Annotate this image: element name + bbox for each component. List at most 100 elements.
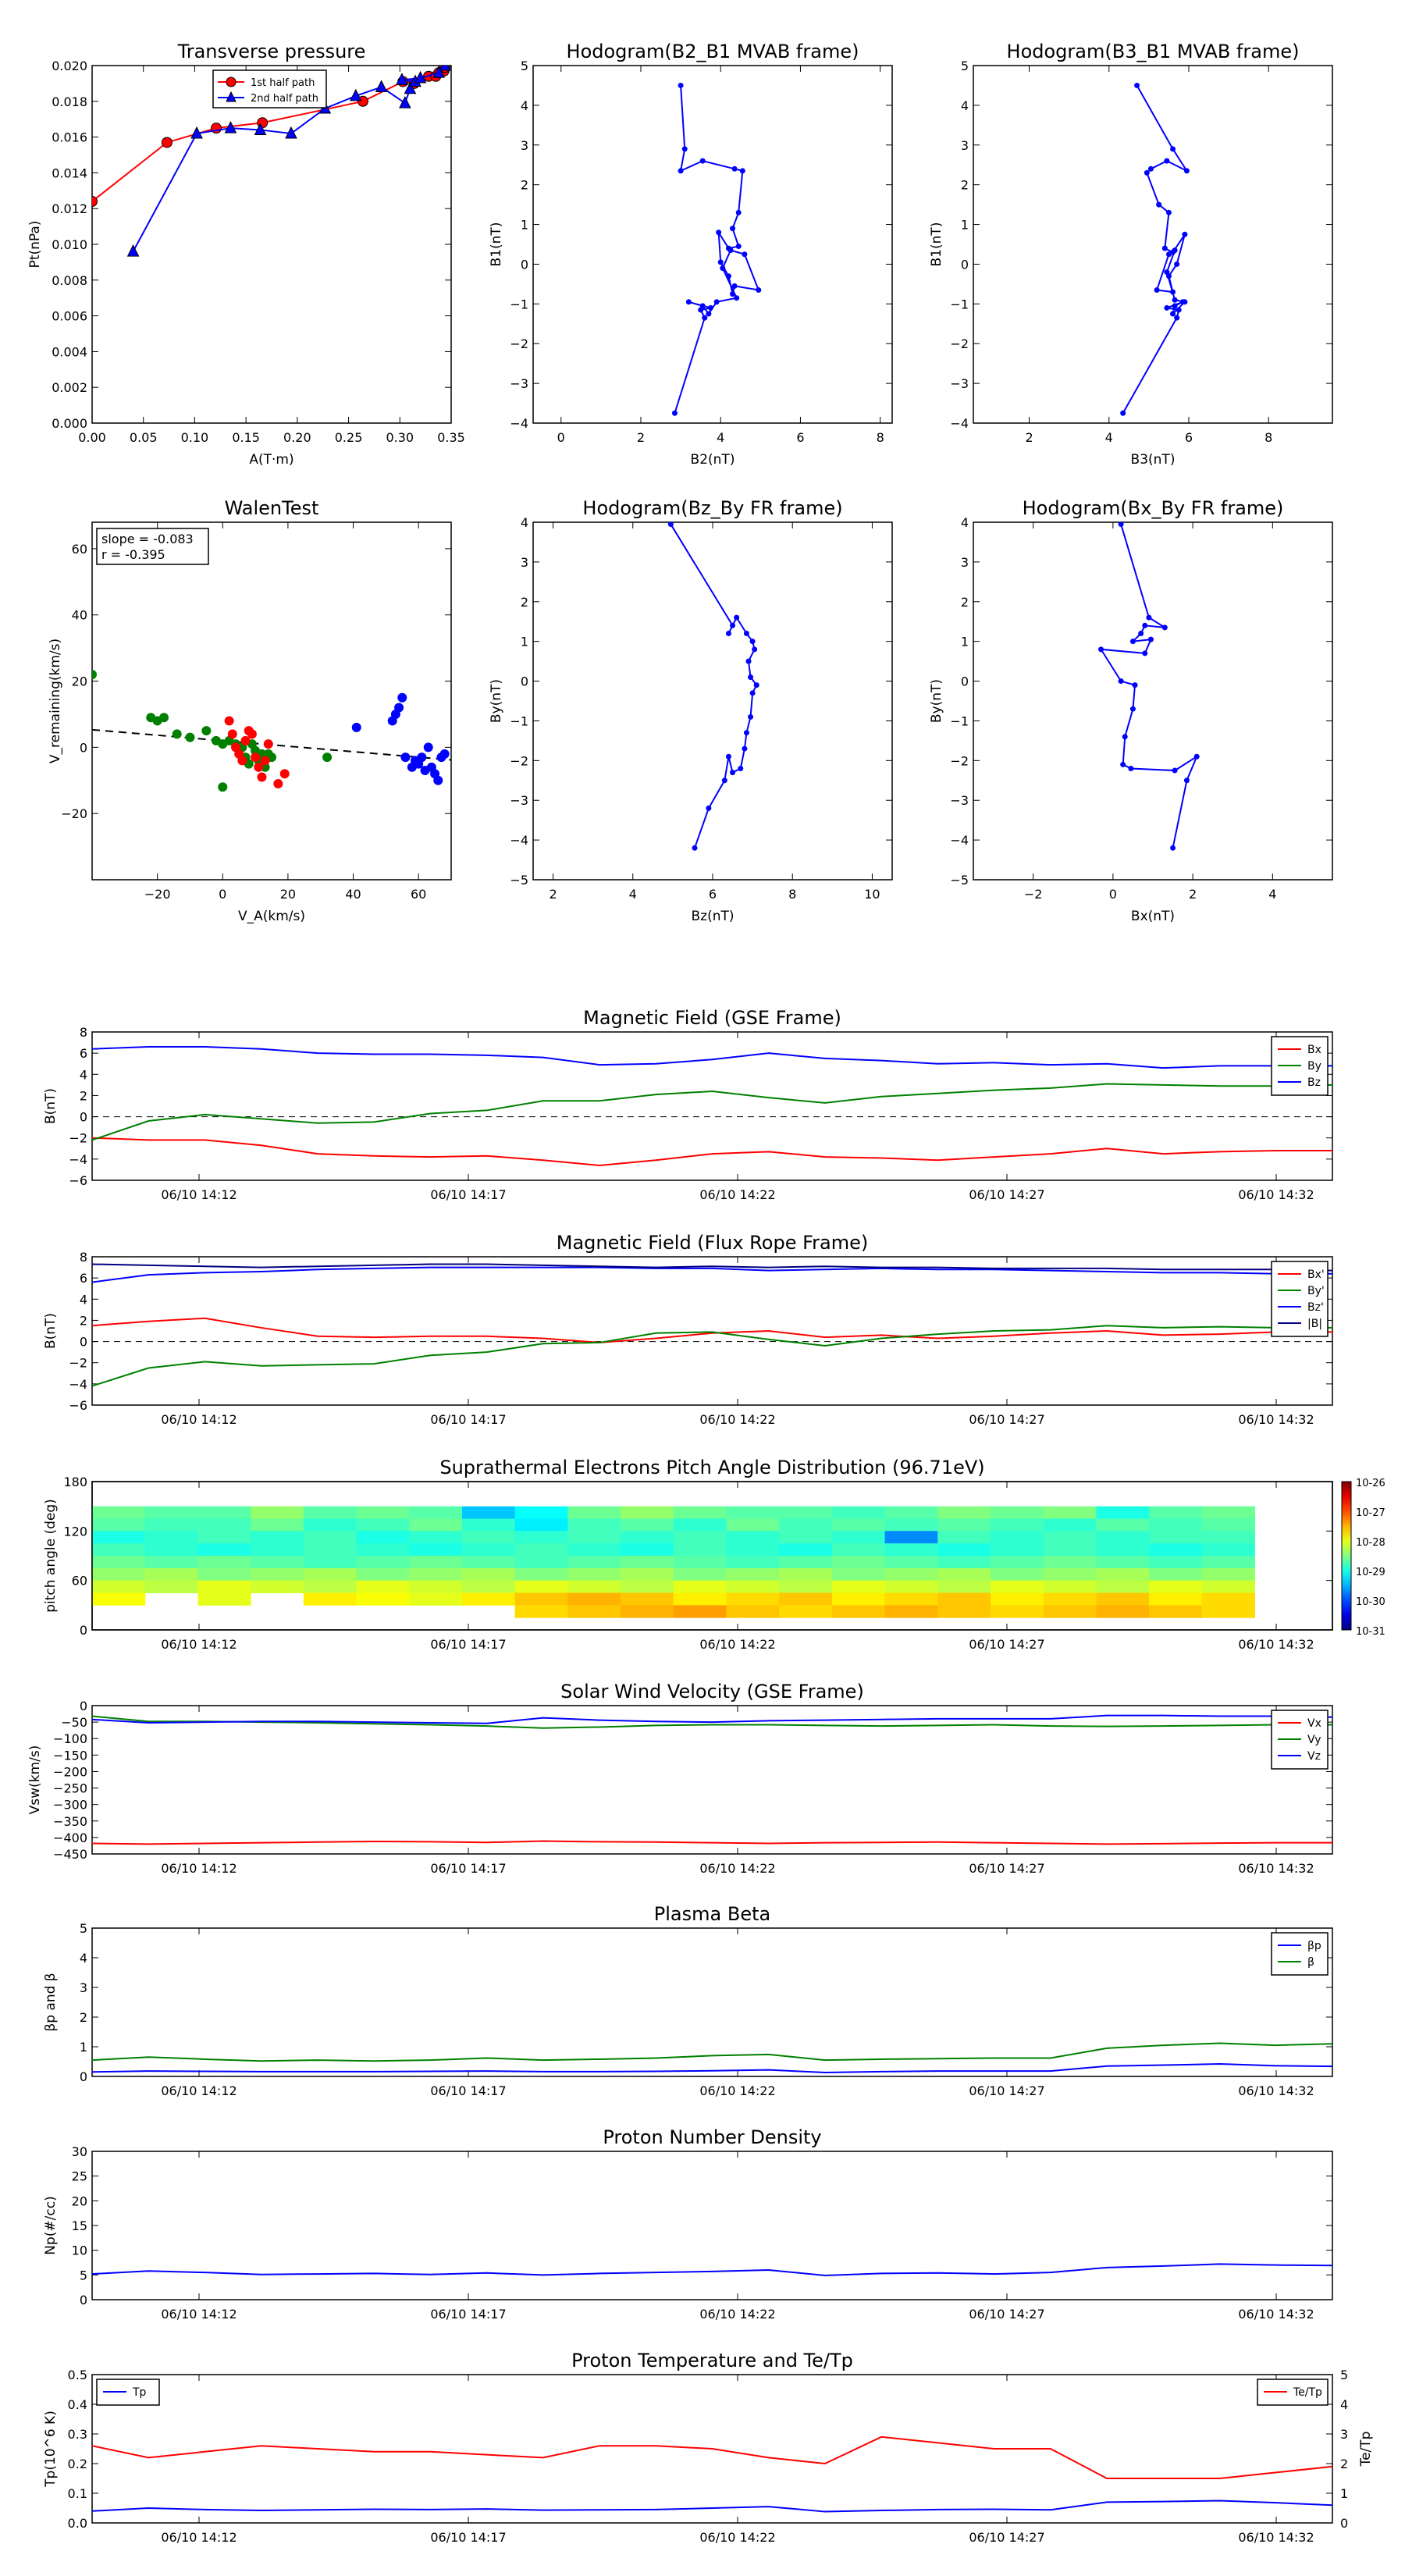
data-point bbox=[730, 291, 736, 297]
heatmap-cell bbox=[621, 1567, 674, 1582]
heatmap-cell bbox=[567, 1556, 621, 1569]
heatmap-cell bbox=[1201, 1531, 1256, 1544]
y-tick-label: −3 bbox=[950, 376, 969, 391]
data-point bbox=[404, 81, 417, 94]
right-tick-label: 4 bbox=[1340, 2397, 1348, 2412]
x-tick-label: 4 bbox=[629, 887, 637, 902]
x-tick-label: 0.05 bbox=[130, 430, 158, 445]
x-tick-label: 06/10 14:27 bbox=[969, 1412, 1044, 1427]
chart-title: Magnetic Field (Flux Rope Frame) bbox=[557, 1232, 868, 1254]
x-tick-label: 06/10 14:17 bbox=[430, 1861, 506, 1876]
x-tick-label: 0 bbox=[1109, 887, 1117, 902]
data-point bbox=[397, 692, 407, 703]
mag-gse-panel: Magnetic Field (GSE Frame) −6 −4 −2 0 2 4 6 8 06/… bbox=[43, 1007, 1333, 1202]
chart-title: Magnetic Field (GSE Frame) bbox=[583, 1007, 841, 1029]
heatmap-cell bbox=[356, 1506, 410, 1519]
heatmap-cell bbox=[461, 1506, 516, 1519]
heatmap-cell bbox=[567, 1506, 621, 1519]
heatmap-cell bbox=[1149, 1592, 1203, 1606]
y-tick-label: 0 bbox=[521, 674, 528, 689]
legend-label: Tp bbox=[132, 2386, 147, 2399]
data-point bbox=[743, 630, 749, 636]
heatmap-cell bbox=[197, 1543, 251, 1557]
y-tick-label: 60 bbox=[72, 542, 87, 557]
y-tick-label: 60 bbox=[72, 1574, 87, 1589]
heatmap-cell bbox=[144, 1531, 198, 1544]
data-point bbox=[731, 283, 738, 289]
data-point bbox=[727, 247, 734, 254]
heatmap-cell bbox=[251, 1543, 304, 1557]
data-point bbox=[1161, 624, 1168, 631]
y-tick-label: 3 bbox=[961, 555, 969, 570]
heatmap-cell bbox=[567, 1518, 621, 1532]
y-tick-label: 2 bbox=[80, 1313, 87, 1328]
y-tick-label: 5 bbox=[961, 59, 969, 73]
data-point bbox=[721, 777, 727, 784]
data-point bbox=[201, 726, 212, 736]
y-tick-label: 2 bbox=[80, 2010, 87, 2025]
data-point bbox=[1138, 630, 1144, 636]
x-axis-label: B2(nT) bbox=[691, 452, 735, 468]
heatmap-cell bbox=[461, 1531, 516, 1544]
y-tick-label: 4 bbox=[961, 515, 969, 530]
heatmap-cell bbox=[251, 1531, 304, 1544]
legend-label: Te/Tp bbox=[1293, 2386, 1322, 2399]
y-tick-label: −200 bbox=[53, 1764, 87, 1779]
y-tick-label: 3 bbox=[80, 1980, 87, 1995]
data-point bbox=[725, 273, 731, 279]
y-tick-label: 0.1 bbox=[68, 2486, 87, 2501]
data-point bbox=[1170, 845, 1176, 851]
pitch-angle-panel: Suprathermal Electrons Pitch Angle Distr… bbox=[43, 1457, 1385, 1652]
y-tick-label: −4 bbox=[69, 1152, 87, 1167]
y-tick-label: 8 bbox=[80, 1025, 87, 1040]
data-point bbox=[1172, 767, 1178, 774]
heatmap-cell bbox=[303, 1543, 357, 1557]
heatmap-cell bbox=[621, 1543, 674, 1557]
data-point bbox=[749, 690, 756, 696]
y-tick-label: 1 bbox=[521, 635, 528, 649]
heatmap-cell bbox=[937, 1592, 991, 1606]
y-tick-label: −300 bbox=[53, 1798, 87, 1813]
heatmap-cell bbox=[673, 1580, 727, 1593]
data-point bbox=[432, 66, 446, 78]
x-tick-label: 4 bbox=[717, 430, 724, 445]
y-axis-label: B(nT) bbox=[43, 1313, 59, 1349]
data-point bbox=[1146, 614, 1152, 621]
heatmap-cell bbox=[92, 1531, 146, 1544]
heatmap-cell bbox=[461, 1543, 516, 1557]
x-axis-label: B3(nT) bbox=[1131, 452, 1176, 468]
heatmap-cell bbox=[726, 1531, 780, 1544]
legend-marker bbox=[226, 91, 237, 102]
data-point bbox=[1165, 251, 1172, 258]
data-point bbox=[1120, 761, 1126, 767]
heatmap-cell bbox=[144, 1580, 198, 1593]
y-tick-label: 1 bbox=[80, 2040, 87, 2055]
data-point bbox=[351, 722, 361, 732]
x-tick-label: 60 bbox=[411, 887, 426, 902]
legend-marker bbox=[226, 76, 237, 87]
data-point bbox=[1170, 146, 1176, 152]
x-tick-label: 2 bbox=[1025, 430, 1033, 445]
heatmap-cell bbox=[1096, 1567, 1150, 1582]
heatmap-cell bbox=[514, 1580, 568, 1593]
heatmap-cell bbox=[779, 1506, 833, 1519]
hodogram-b2-b1-panel: Hodogram(B2_B1 MVAB frame) 0 2 4 6 8 −4 −3 −2 −1 0… bbox=[489, 41, 893, 468]
heatmap-cell bbox=[356, 1543, 410, 1557]
y-tick-label: 0.2 bbox=[68, 2457, 87, 2471]
data-point bbox=[218, 782, 228, 792]
heatmap-cell bbox=[884, 1580, 938, 1593]
heatmap-cell bbox=[1096, 1518, 1150, 1532]
y-tick-label: 120 bbox=[63, 1524, 87, 1539]
series-line bbox=[91, 2042, 1333, 2062]
data-point bbox=[1174, 315, 1180, 321]
heatmap-cell bbox=[990, 1592, 1044, 1606]
data-point bbox=[735, 209, 742, 215]
right-tick-label: 3 bbox=[1340, 2427, 1348, 2442]
data-point bbox=[707, 304, 713, 311]
heatmap-cell bbox=[92, 1518, 146, 1532]
heatmap-cell bbox=[621, 1556, 674, 1569]
heatmap-cell bbox=[92, 1543, 146, 1557]
data-point bbox=[1118, 678, 1124, 685]
x-tick-label: 6 bbox=[1185, 430, 1193, 445]
data-point bbox=[742, 745, 748, 752]
